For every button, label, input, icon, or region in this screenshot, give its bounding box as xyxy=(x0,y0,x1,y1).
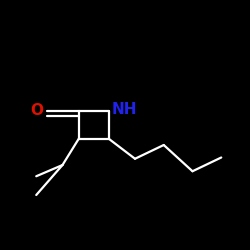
Text: NH: NH xyxy=(112,102,138,117)
Text: O: O xyxy=(30,103,44,118)
